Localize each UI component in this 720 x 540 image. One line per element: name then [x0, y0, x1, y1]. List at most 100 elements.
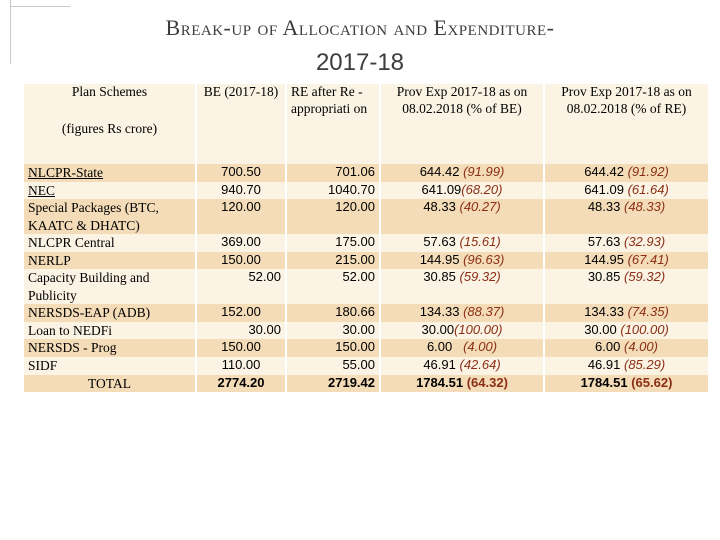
exp-re-value: 57.63 — [587, 234, 621, 250]
total-pct-re-value: (65.62) — [631, 374, 673, 390]
pct-re-value: (61.64) — [627, 181, 669, 197]
re-value: 30.00 — [285, 321, 380, 340]
title-line-2: 2017-18 — [315, 48, 405, 76]
total-be-value: 2774.20 — [195, 374, 286, 393]
table-row-total: TOTAL 2774.20 2719.42 1784.51 (64.32) 17… — [24, 374, 708, 393]
exp-re-value: 641.09 — [584, 181, 624, 197]
table-row: NERSDS - Prog 150.00 150.00 6.00 (4.00) … — [24, 339, 708, 358]
pct-re-value: (32.93) — [623, 234, 666, 250]
pct-re-value: (91.92) — [627, 164, 669, 179]
pct-be-value: (88.37) — [463, 304, 505, 320]
header-be: BE (2017-18) — [195, 84, 286, 164]
exp-re-cell: 134.33 (74.35) — [543, 304, 708, 322]
be-value: 150.00 — [195, 251, 286, 270]
corner-decoration-horizontal — [10, 6, 70, 7]
table-row: NLCPR Central 369.00 175.00 57.63 (15.61… — [24, 234, 708, 252]
pct-be-value: (40.27) — [459, 199, 501, 215]
re-value: 52.00 — [285, 269, 380, 305]
re-value: 175.00 — [285, 234, 380, 252]
pct-re-value: (85.29) — [623, 357, 666, 373]
corner-decoration-vertical — [10, 0, 11, 64]
header-prov-exp-be: Prov Exp 2017-18 as on 08.02.2018 (% of … — [379, 84, 544, 164]
exp-be-value: 134.33 — [419, 304, 460, 320]
be-value: 940.70 — [195, 181, 286, 200]
scheme-name: Special Packages (BTC, KAATC & DHATC) — [24, 199, 196, 235]
pct-re-value: (100.00) — [620, 321, 669, 337]
exp-be-value: 30.00 — [421, 321, 455, 337]
re-value: 701.06 — [285, 164, 380, 182]
exp-re-cell: 644.42 (91.92) — [543, 164, 708, 182]
exp-re-value: 46.91 — [587, 357, 621, 373]
exp-re-value: 134.33 — [584, 304, 624, 320]
exp-re-value: 48.33 — [587, 199, 621, 215]
exp-be-cell: 46.91 (42.64) — [379, 357, 544, 375]
be-value: 52.00 — [195, 269, 286, 305]
pct-be-value: (42.64) — [459, 357, 501, 373]
re-value: 1040.70 — [285, 181, 380, 200]
table-row: Loan to NEDFi 30.00 30.00 30.00(100.00) … — [24, 321, 708, 340]
table-row: SIDF 110.00 55.00 46.91 (42.64) 46.91 (8… — [24, 357, 708, 375]
table-body: NLCPR-State 700.50 701.06 644.42 (91.99)… — [24, 164, 708, 393]
table-row: NERLP 150.00 215.00 144.95 (96.63) 144.9… — [24, 251, 708, 270]
pct-be-value: (68.20) — [461, 181, 503, 197]
total-exp-re-value: 1784.51 — [580, 374, 628, 390]
exp-be-cell: 144.95 (96.63) — [379, 251, 544, 270]
pct-be-value: (4.00) — [463, 339, 498, 355]
scheme-name: NERLP — [24, 251, 196, 270]
pct-re-value: (59.32) — [623, 269, 666, 285]
re-value: 120.00 — [285, 199, 380, 235]
header-prov-exp-re: Prov Exp 2017-18 as on 08.02.2018 (% of … — [543, 84, 708, 164]
table-row: NERSDS-EAP (ADB) 152.00 180.66 134.33 (8… — [24, 304, 708, 322]
pct-re-value: (74.35) — [627, 304, 669, 320]
exp-re-cell: 641.09 (61.64) — [543, 181, 708, 200]
table-row: Special Packages (BTC, KAATC & DHATC) 12… — [24, 199, 708, 235]
re-value: 150.00 — [285, 339, 380, 358]
table-header: Plan Schemes (figures Rs crore) BE (2017… — [24, 84, 708, 164]
exp-re-cell: 30.00 (100.00) — [543, 321, 708, 340]
pct-re-value: (67.41) — [627, 251, 669, 267]
exp-re-cell: 48.33 (48.33) — [543, 199, 708, 235]
scheme-name: SIDF — [24, 357, 196, 375]
be-value: 120.00 — [195, 199, 286, 235]
total-pct-be-value: (64.32) — [466, 374, 508, 390]
exp-be-value: 6.00 — [426, 339, 453, 355]
scheme-name[interactable]: NLCPR-State — [24, 164, 196, 182]
exp-be-cell: 30.00(100.00) — [379, 321, 544, 340]
table-row: Capacity Building and Publicity 52.00 52… — [24, 269, 708, 305]
exp-re-value: 30.00 — [584, 321, 617, 337]
exp-re-cell: 30.85 (59.32) — [543, 269, 708, 305]
scheme-name: NLCPR Central — [24, 234, 196, 252]
slide-title: Break-up of Allocation and Expenditure- … — [0, 14, 720, 78]
header-plan-schemes: Plan Schemes (figures Rs crore) — [24, 84, 196, 164]
be-value: 150.00 — [195, 339, 286, 358]
exp-be-cell: 134.33 (88.37) — [379, 304, 544, 322]
exp-re-cell: 144.95 (67.41) — [543, 251, 708, 270]
exp-be-cell: 641.09(68.20) — [379, 181, 544, 200]
total-exp-be-cell: 1784.51 (64.32) — [379, 374, 544, 393]
exp-re-value: 30.85 — [587, 269, 621, 285]
scheme-name: Capacity Building and Publicity — [24, 269, 196, 305]
exp-re-cell: 57.63 (32.93) — [543, 234, 708, 252]
scheme-name[interactable]: NEC — [24, 181, 196, 200]
be-value: 369.00 — [195, 234, 286, 252]
allocation-table: Plan Schemes (figures Rs crore) BE (2017… — [24, 84, 708, 393]
exp-be-value: 644.42 — [419, 164, 460, 179]
exp-be-cell: 6.00 (4.00) — [379, 339, 544, 358]
pct-be-value: (91.99) — [463, 164, 505, 179]
exp-be-cell: 644.42 (91.99) — [379, 164, 544, 182]
re-value: 180.66 — [285, 304, 380, 322]
exp-be-value: 46.91 — [423, 357, 456, 373]
header-plan-schemes-label: Plan Schemes — [71, 84, 148, 99]
table-row: NEC 940.70 1040.70 641.09(68.20) 641.09 … — [24, 181, 708, 200]
exp-be-value: 57.63 — [423, 234, 456, 250]
pct-be-value: (100.00) — [454, 321, 503, 337]
exp-be-value: 641.09 — [421, 181, 462, 197]
exp-be-cell: 57.63 (15.61) — [379, 234, 544, 252]
exp-re-value: 644.42 — [584, 164, 624, 179]
title-line-1: Break-up of Allocation and Expenditure- — [165, 15, 555, 40]
header-units-label: (figures Rs crore) — [61, 120, 158, 136]
scheme-name: Loan to NEDFi — [24, 321, 196, 340]
pct-be-value: (59.32) — [459, 269, 501, 285]
scheme-name: NERSDS-EAP (ADB) — [24, 304, 196, 322]
re-value: 55.00 — [285, 357, 380, 375]
